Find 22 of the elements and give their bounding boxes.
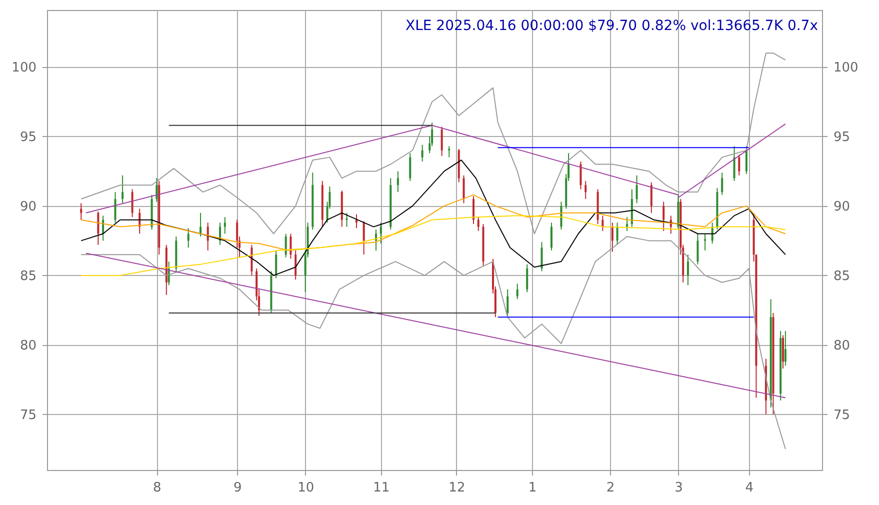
x-tick-label: 4 [745,480,754,496]
x-tick-label: 12 [448,480,466,496]
x-tick-label: 3 [674,480,683,496]
y-tick-label: 90 [20,199,36,214]
text: XLE 2025.04.16 00:00:00 $79.70 0.82% vol:13665.7K 0.7x [405,18,818,34]
y2-tick-label: 90 [834,199,850,214]
x-tick-label: 2 [606,480,615,496]
y2-tick-label: 100 [834,60,858,76]
x-tick-label: 9 [233,480,242,496]
y2-tick-label: 75 [834,408,850,423]
y-tick-label: 75 [20,408,36,423]
y2-tick-label: 95 [834,130,850,145]
y-tick-label: 100 [12,60,36,76]
y-tick-label: 95 [20,130,36,145]
y2-tick-label: 80 [834,338,850,354]
y2-tick-label: 85 [834,268,850,284]
x-tick-label: 8 [153,480,162,496]
y-tick-label: 85 [20,268,36,284]
x-tick-label: 1 [528,480,537,496]
x-tick-label: 11 [373,480,390,496]
y-tick-label: 80 [20,338,36,354]
x-tick-label: 10 [298,480,314,496]
